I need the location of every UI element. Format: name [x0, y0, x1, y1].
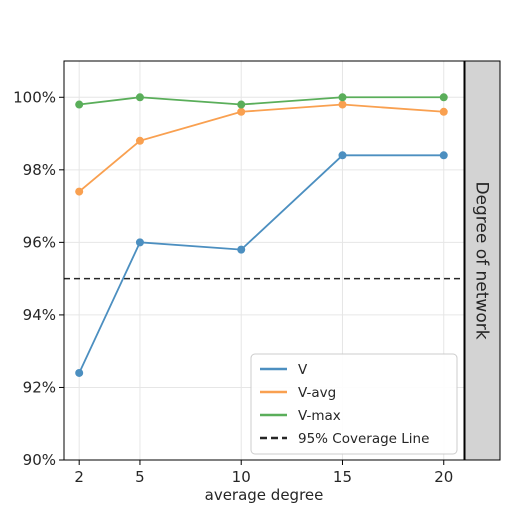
- legend: V V-avg V-max 95% Coverage Line: [250, 353, 458, 455]
- data-point: [338, 151, 347, 160]
- legend-label: 95% Coverage Line: [298, 431, 429, 447]
- y-tick-label: 98%: [23, 161, 56, 179]
- y-tick-label: 100%: [13, 88, 56, 106]
- data-point: [135, 93, 144, 102]
- x-tick-label: 2: [74, 468, 84, 486]
- x-tick-label: 20: [434, 468, 453, 486]
- legend-label: V-max: [298, 408, 341, 424]
- legend-item: V: [260, 362, 308, 378]
- data-point: [237, 245, 246, 254]
- data-point: [75, 368, 84, 377]
- y-tick-label: 90%: [23, 451, 56, 469]
- y-tick-label: 92%: [23, 378, 56, 396]
- plot-frame: [63, 60, 465, 461]
- legend-item: 95% Coverage Line: [260, 431, 429, 447]
- data-point: [75, 100, 84, 109]
- legend-item: V-avg: [260, 385, 336, 401]
- y-tick-label: 94%: [23, 306, 56, 324]
- facet-label: Degree of network: [472, 181, 492, 339]
- data-point: [338, 100, 347, 109]
- data-point: [237, 100, 246, 109]
- series-v-avg: [75, 100, 448, 196]
- series-layer: [75, 93, 448, 377]
- x-axis: 2 5 10 15 20: [74, 460, 453, 486]
- legend-label: V: [298, 362, 308, 378]
- data-point: [135, 238, 144, 247]
- legend-label: V-avg: [298, 385, 336, 401]
- y-axis: 90% 92% 94% 96% 98% 100%: [13, 88, 64, 469]
- x-axis-label: average degree: [205, 486, 324, 504]
- x-tick-label: 10: [232, 468, 251, 486]
- y-tick-label: 96%: [23, 233, 56, 251]
- x-tick-label: 15: [333, 468, 352, 486]
- facet-strip: [464, 60, 501, 461]
- data-point: [439, 107, 448, 116]
- data-point: [237, 107, 246, 116]
- legend-item: V-max: [260, 408, 341, 424]
- series-v-max: [75, 93, 448, 109]
- data-point: [75, 187, 84, 196]
- series-v: [75, 151, 448, 377]
- x-tick-label: 5: [135, 468, 145, 486]
- data-point: [338, 93, 347, 102]
- data-point: [135, 136, 144, 145]
- data-point: [439, 151, 448, 160]
- legend-box: [250, 353, 458, 455]
- data-point: [439, 93, 448, 102]
